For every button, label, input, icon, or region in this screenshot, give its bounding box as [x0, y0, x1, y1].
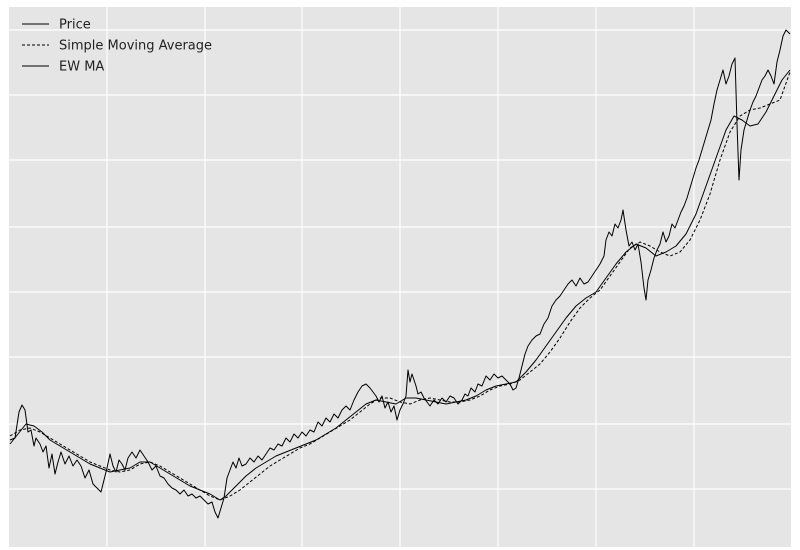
legend-label-price: Price: [59, 18, 91, 33]
legend: Price Simple Moving Average EW MA: [22, 18, 212, 75]
series-line-ew-ma: [9, 69, 791, 501]
legend-label-ew-ma: EW MA: [59, 60, 104, 75]
series-line-price: [9, 29, 791, 519]
series-lines: [9, 29, 791, 519]
grid-lines: [9, 7, 791, 547]
legend-label-simple-moving-average: Simple Moving Average: [59, 39, 212, 54]
